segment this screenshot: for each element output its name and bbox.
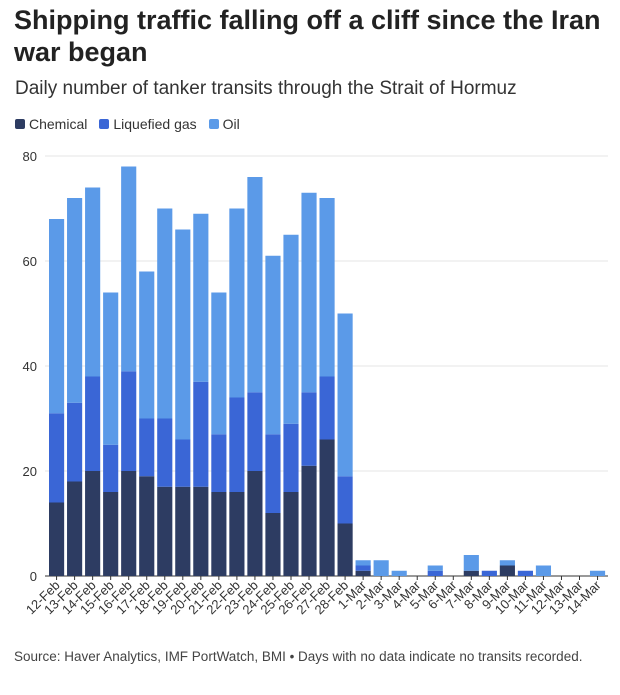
bar-segment-oil [103, 292, 119, 445]
bar-segment-liquefied-gas [301, 392, 317, 466]
bar-segment-chemical [283, 492, 299, 576]
bar-segment-chemical [193, 486, 209, 576]
y-tick-label: 80 [23, 149, 37, 164]
bar-segment-liquefied-gas [139, 418, 155, 477]
bar-segment-liquefied-gas [427, 570, 443, 576]
legend-label-oil: Oil [222, 116, 240, 132]
bar-segment-chemical [139, 476, 155, 576]
bar-segment-liquefied-gas [157, 418, 173, 487]
bar-segment-oil [319, 198, 335, 377]
bar-segment-chemical [85, 471, 101, 576]
bar-segment-chemical [103, 492, 119, 576]
chart-subtitle: Daily number of tanker transits through … [15, 78, 517, 99]
bar-segment-liquefied-gas [67, 402, 83, 482]
bar-segment-liquefied-gas [283, 423, 299, 492]
bar-segment-liquefied-gas [211, 434, 227, 492]
bar-segment-chemical [157, 486, 173, 576]
bar-segment-oil [247, 177, 263, 393]
legend-label-chemical: Chemical [29, 116, 88, 132]
bar-segment-chemical [121, 471, 137, 576]
bar-segment-oil [265, 255, 281, 435]
legend-label-liquefied-gas: Liquefied gas [113, 116, 197, 132]
bar-segment-oil [337, 313, 353, 477]
bar-segment-chemical [49, 502, 65, 576]
bar-segment-chemical [175, 486, 191, 576]
bar-segment-chemical [463, 570, 479, 576]
y-tick-label: 40 [23, 359, 37, 374]
bar-segment-chemical [67, 481, 83, 576]
legend: Chemical Liquefied gas Oil [15, 116, 240, 132]
bar-segment-chemical [247, 471, 263, 576]
bar-segment-chemical [337, 523, 353, 576]
legend-item-chemical: Chemical [15, 116, 87, 132]
bar-segment-liquefied-gas [355, 565, 371, 571]
legend-swatch-oil [208, 119, 219, 129]
bar-segment-oil [139, 271, 155, 419]
bar-segment-oil [589, 570, 606, 576]
bar-segment-oil [391, 570, 407, 576]
y-tick-label: 0 [30, 569, 37, 584]
stacked-bar-chart: 02040608012-Feb13-Feb14-Feb15-Feb16-Feb1… [23, 149, 608, 617]
bar-segment-oil [67, 198, 83, 403]
bar-segment-oil [499, 560, 515, 566]
bar-segment-oil [157, 208, 173, 419]
bar-segment-oil [427, 565, 443, 571]
bar-segment-oil [229, 208, 245, 398]
bar-segment-chemical [355, 570, 371, 576]
bar-segment-chemical [499, 565, 515, 576]
bar-segment-oil [85, 187, 101, 377]
bar-segment-oil [535, 565, 552, 576]
legend-swatch-chemical [15, 119, 25, 129]
bar-segment-liquefied-gas [481, 570, 497, 576]
bar-segment-liquefied-gas [85, 376, 101, 471]
bar-segment-liquefied-gas [319, 376, 335, 440]
bar-segment-oil [175, 229, 191, 440]
bar-segment-oil [211, 292, 227, 435]
chart-title: Shipping traffic falling off a cliff sin… [14, 5, 601, 67]
bar-segment-liquefied-gas [103, 444, 119, 492]
bar-segment-chemical [229, 492, 245, 576]
bar-segment-oil [49, 219, 65, 414]
legend-item-oil: Oil [208, 116, 240, 132]
y-tick-label: 60 [23, 254, 37, 269]
bar-segment-liquefied-gas [175, 439, 191, 487]
legend-item-liquefied-gas: Liquefied gas [99, 116, 197, 132]
bar-segment-liquefied-gas [229, 397, 245, 492]
bar-segment-liquefied-gas [265, 434, 281, 513]
bar-segment-oil [463, 555, 479, 571]
bar-segment-oil [301, 192, 317, 393]
bar-segment-chemical [265, 513, 281, 576]
bar-segment-chemical [211, 492, 227, 576]
bar-segment-oil [373, 560, 389, 576]
source-note: Source: Haver Analytics, IMF PortWatch, … [14, 649, 583, 664]
bar-segment-chemical [301, 465, 317, 576]
bar-segment-oil [355, 560, 371, 566]
legend-swatch-liquefied-gas [99, 119, 110, 129]
bar-segment-liquefied-gas [121, 371, 137, 471]
bar-segment-liquefied-gas [247, 392, 263, 471]
bar-segment-oil [121, 166, 137, 372]
bar-segment-liquefied-gas [49, 413, 65, 503]
y-tick-label: 20 [23, 464, 37, 479]
bar-segment-oil [283, 234, 299, 424]
bar-segment-chemical [319, 439, 335, 576]
bar-segment-oil [193, 213, 209, 382]
bar-segment-liquefied-gas [193, 381, 209, 487]
bar-segment-liquefied-gas [517, 570, 533, 576]
bar-segment-liquefied-gas [337, 476, 353, 524]
